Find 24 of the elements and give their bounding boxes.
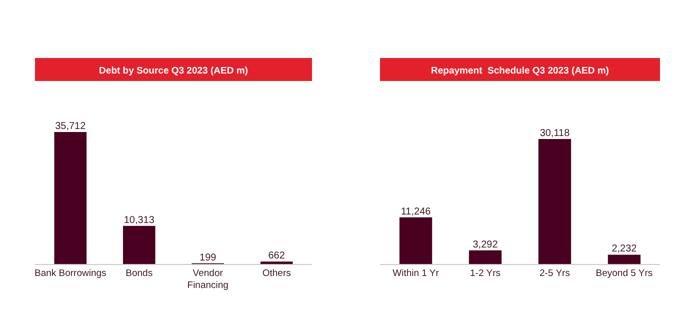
bar (468, 250, 502, 264)
x-tick-label: Within 1 Yr (392, 268, 439, 279)
x-tick-label: Bonds (126, 268, 153, 279)
bar (399, 217, 432, 264)
data-label: 199 (200, 252, 217, 264)
x-tick-label: 1-2 Yrs (470, 268, 501, 279)
bar (608, 254, 641, 264)
x-tick-label: 2-5 Yrs (540, 268, 570, 279)
data-label: 2,232 (612, 244, 638, 255)
data-label: 30,118 (540, 128, 570, 139)
bar (538, 139, 572, 264)
data-label: 11,246 (400, 206, 432, 218)
x-tick-label: Vendor Financing (187, 268, 228, 291)
chart-title: Debt by Source Q3 2023 (AED m) (99, 66, 248, 76)
x-tick-label: Bank Borrowings (34, 268, 107, 279)
x-tick-label: Beyond 5 Yrs (596, 268, 653, 279)
bar (122, 226, 156, 264)
data-label: 3,292 (472, 239, 498, 250)
data-label: 662 (268, 250, 286, 262)
x-tick-label: Others (262, 268, 292, 279)
bar (54, 132, 87, 264)
data-label: 10,313 (124, 214, 155, 226)
chart-title: Repayment Schedule Q3 2023 (AED m) (431, 66, 609, 76)
data-label: 35,712 (55, 121, 86, 132)
